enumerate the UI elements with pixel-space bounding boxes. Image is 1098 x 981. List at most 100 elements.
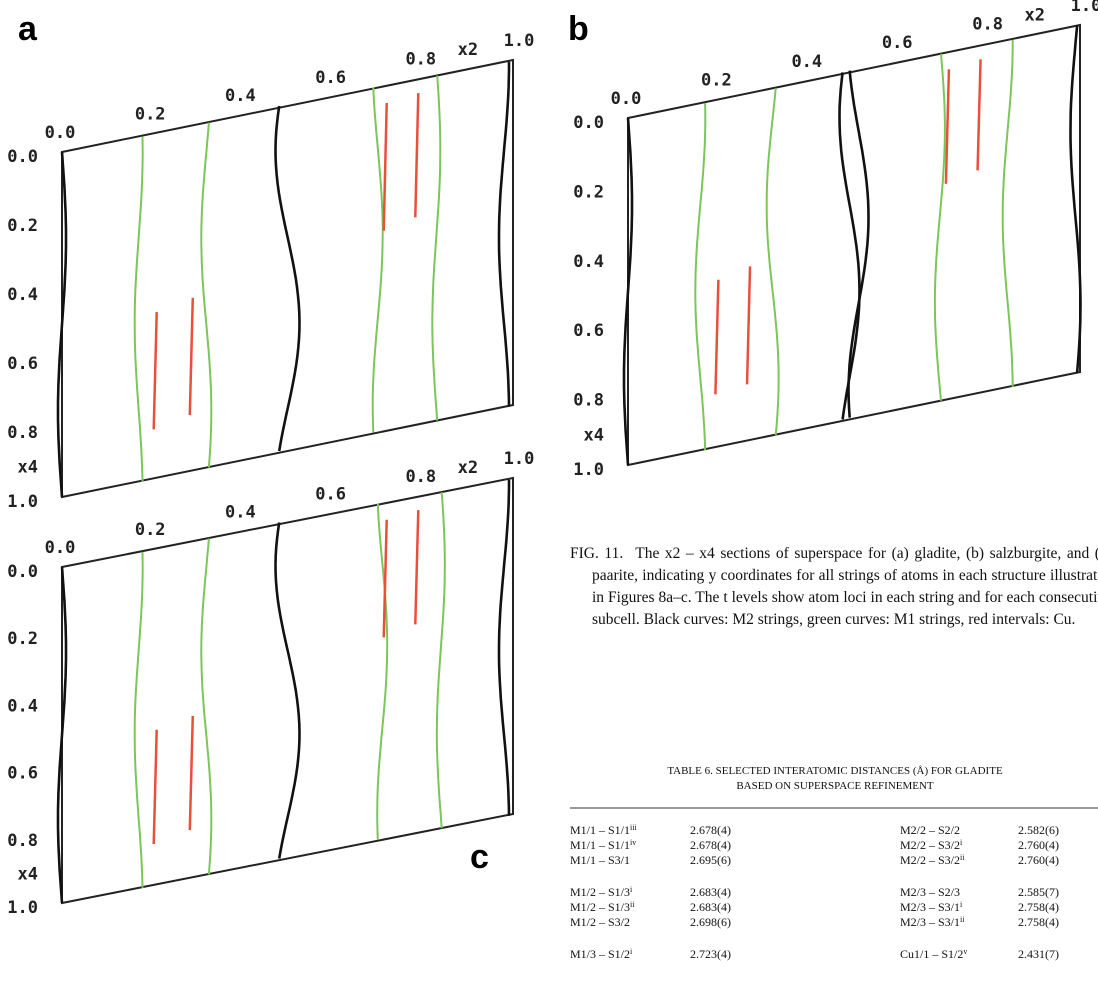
distance: 2.695(6) [690, 853, 731, 867]
atom-pair-text: M1/1 – S3/1 [570, 853, 630, 867]
plot-frame [61, 58, 514, 499]
atom-pair: M2/2 – S3/2ii [900, 853, 965, 867]
atom-pair-text: M2/3 – S3/1 [900, 900, 960, 914]
y-axis-label: x4 [18, 864, 38, 884]
symmetry-code: ii [630, 900, 635, 909]
atom-pair: Cu1/1 – S1/2v [900, 947, 967, 961]
plot-frame [627, 23, 1081, 467]
distance: 2.582(6) [1018, 823, 1059, 837]
atom-pair-text: M2/3 – S2/3 [900, 885, 960, 899]
atom-pair: M1/1 – S1/1iii [570, 823, 637, 837]
atom-pair: M1/2 – S1/3i [570, 885, 633, 899]
panel-label: a [18, 10, 38, 48]
x-tick-label: 0.0 [45, 123, 76, 143]
y-axis-label: x4 [18, 458, 38, 478]
distance: 2.683(4) [690, 885, 731, 899]
x-tick-label: 0.6 [315, 485, 346, 505]
distance: 2.585(7) [1018, 885, 1059, 899]
y-tick-label: 1.0 [7, 492, 38, 512]
x-tick-label: 0.4 [225, 86, 256, 106]
y-tick-label: 1.0 [573, 460, 604, 480]
atom-pair-text: M1/1 – S1/1 [570, 823, 630, 837]
y-axis-label: x4 [584, 425, 604, 445]
m1-string [376, 503, 389, 840]
atom-pair-text: M2/2 – S3/2 [900, 853, 960, 867]
y-tick-label: 0.8 [7, 423, 38, 443]
x-tick-label: 0.6 [882, 33, 913, 53]
m2-string [1069, 25, 1082, 374]
atom-pair-text: M2/2 – S2/2 [900, 823, 960, 837]
y-tick-label: 0.0 [7, 147, 38, 167]
y-tick-label: 0.4 [573, 252, 604, 272]
distance: 2.698(6) [690, 915, 731, 929]
m2-string [497, 479, 511, 816]
caption-text: The x2 – x4 sections of superspace for (… [592, 545, 1098, 628]
cu-interval [188, 715, 195, 831]
m1-string [371, 87, 384, 433]
atom-pair-text: M2/2 – S3/2 [900, 838, 960, 852]
m2-string [497, 61, 511, 407]
cu-interval [714, 279, 720, 395]
y-tick-label: 0.6 [7, 764, 38, 784]
symmetry-code: i [630, 885, 633, 894]
atom-pair: M1/1 – S1/1iv [570, 838, 636, 852]
cu-interval [188, 297, 195, 416]
distance: 2.760(4) [1018, 853, 1059, 867]
m1-string [933, 53, 946, 401]
table-title: TABLE 6. SELECTED INTERATOMIC DISTANCES … [667, 765, 1003, 777]
atom-pair: M1/3 – S1/2i [570, 947, 633, 961]
x-axis-label: x2 [1025, 5, 1045, 25]
table-subtitle: BASED ON SUPERSPACE REFINEMENT [736, 780, 934, 792]
distance: 2.758(4) [1018, 915, 1059, 929]
x-tick-label: 0.2 [135, 520, 166, 540]
distance: 2.723(4) [690, 947, 731, 961]
m1-string [765, 88, 780, 436]
m2-string [847, 70, 870, 418]
cu-interval [944, 69, 951, 184]
m2-string [56, 151, 68, 498]
m1-string [1001, 39, 1014, 387]
plot-frame [61, 476, 514, 905]
atom-pair: M2/3 – S3/1ii [900, 915, 965, 929]
atom-pair: M2/2 – S3/2i [900, 838, 963, 852]
y-tick-label: 0.8 [573, 391, 604, 411]
m1-string [431, 75, 442, 421]
panel-label: c [470, 838, 489, 876]
distance: 2.683(4) [690, 900, 731, 914]
x-tick-label: 1.0 [504, 449, 535, 469]
symmetry-code: v [963, 947, 967, 956]
distance: 2.678(4) [690, 838, 731, 852]
y-tick-label: 0.8 [7, 831, 38, 851]
x-axis-label: x2 [458, 40, 478, 60]
x-tick-label: 0.8 [405, 467, 436, 487]
cu-interval [152, 729, 158, 845]
cu-interval [414, 93, 420, 218]
symmetry-code: i [960, 838, 963, 847]
atom-pair-text: M1/2 – S1/3 [570, 900, 630, 914]
y-tick-label: 0.0 [7, 562, 38, 582]
m1-string [133, 551, 144, 888]
x-tick-label: 0.4 [791, 52, 822, 72]
atom-pair-text: M1/1 – S1/1 [570, 838, 630, 852]
x-tick-label: 0.8 [972, 15, 1003, 35]
figure-caption: FIG. 11. The x2 – x4 sections of superspa… [570, 543, 1098, 631]
x-tick-label: 0.0 [45, 538, 76, 558]
x-axis-label: x2 [458, 458, 478, 478]
x-tick-label: 0.8 [405, 49, 436, 69]
symmetry-code: ii [960, 853, 965, 862]
cu-interval [382, 102, 388, 231]
y-tick-label: 0.4 [7, 696, 38, 716]
y-tick-label: 0.2 [7, 629, 38, 649]
x-tick-label: 0.6 [315, 68, 346, 88]
m2-string [838, 72, 861, 420]
cu-interval [152, 312, 158, 430]
m2-string [56, 566, 68, 904]
cu-interval [745, 266, 752, 385]
distance: 2.431(7) [1018, 947, 1059, 961]
y-tick-label: 0.0 [573, 113, 604, 133]
x-tick-label: 0.2 [135, 105, 166, 125]
distance: 2.678(4) [690, 823, 731, 837]
y-tick-label: 0.6 [7, 354, 38, 374]
